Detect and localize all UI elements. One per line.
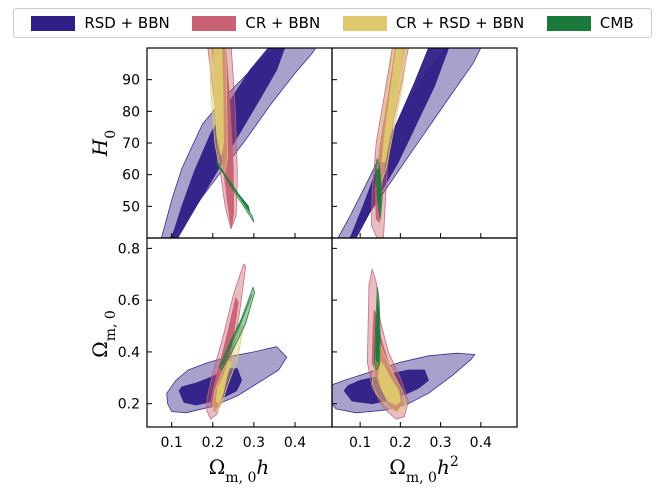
x-tick-label: 0.2 [202,435,224,451]
panel-frame [331,237,518,428]
x-tick-label: 0.4 [284,435,306,451]
y-tick-label: 70 [122,136,140,152]
panel-om-vs-omh: 0.1 0.2 0.3 0.4 0.2 0.4 0.6 0.8 [118,237,333,451]
contour-cr-rsd-bbn-inner [215,360,232,405]
contour-cmb-outer [215,161,255,223]
contour-layer [337,48,482,238]
contour-rsd-bbn-outer [337,48,482,238]
legend-entry-cr-rsd-bbn: CR + RSD + BBN [342,14,525,32]
contour-layer [332,268,476,420]
contour-cr-rsd-bbn-inner [377,361,401,406]
x-tick-label: 0.2 [389,435,411,451]
legend-label-cr-rsd-bbn: CR + RSD + BBN [395,14,525,32]
legend-swatch-cr-rsd-bbn [342,15,387,31]
panel-h0-vs-omh: 50 60 70 80 90 [122,47,333,239]
y-tick-label: 80 [122,104,140,120]
legend-label-cmb: CMB [599,14,634,32]
panel-h0-vs-omh2 [331,47,518,239]
contour-cmb-inner [221,294,253,366]
y-tick-label: 0.4 [118,345,140,361]
y-tick-label: 0.8 [118,241,140,257]
panel-om-vs-omh2: 0.1 0.2 0.3 0.4 [331,237,518,451]
legend: RSD + BBN CR + BBN CR + RSD + BBN CMB [13,8,652,38]
y-tick-label: 90 [122,73,140,89]
contour-cr-rsd-bbn-inner [381,48,405,163]
contour-layer [166,263,288,420]
contour-cmb-inner [375,299,380,363]
contour-cmb-inner [376,167,382,214]
x-tick-label: 0.1 [349,435,371,451]
legend-entry-rsd-bbn: RSD + BBN [31,14,170,32]
legend-entry-cmb: CMB [546,14,634,32]
legend-label-rsd-bbn: RSD + BBN [84,14,170,32]
x-axis-label-omh2: Ωm, 0h2 [389,454,459,486]
legend-swatch-cr-bbn [192,15,237,31]
x-tick-label: 0.3 [243,435,265,451]
y-axis-label-om: Ωm, 0 [88,310,119,358]
legend-entry-cr-bbn: CR + BBN [192,14,320,32]
legend-swatch-rsd-bbn [31,15,76,31]
contour-cr-rsd-bbn-inner [213,48,224,157]
contour-cmb-inner [219,167,251,214]
legend-swatch-cmb [546,15,591,31]
y-tick-label: 50 [122,199,140,215]
legend-label-cr-bbn: CR + BBN [245,14,321,32]
y-axis-label-h0: H0 [88,130,119,157]
x-tick-label: 0.3 [429,435,451,451]
y-tick-label: 0.2 [118,397,140,413]
x-axis-label-omh: Ωm, 0h [209,455,270,486]
contour-layer [160,48,317,238]
x-tick-label: 0.1 [161,435,183,451]
y-tick-label: 0.6 [118,293,140,309]
x-tick-label: 0.4 [470,435,492,451]
y-tick-label: 60 [122,168,140,184]
